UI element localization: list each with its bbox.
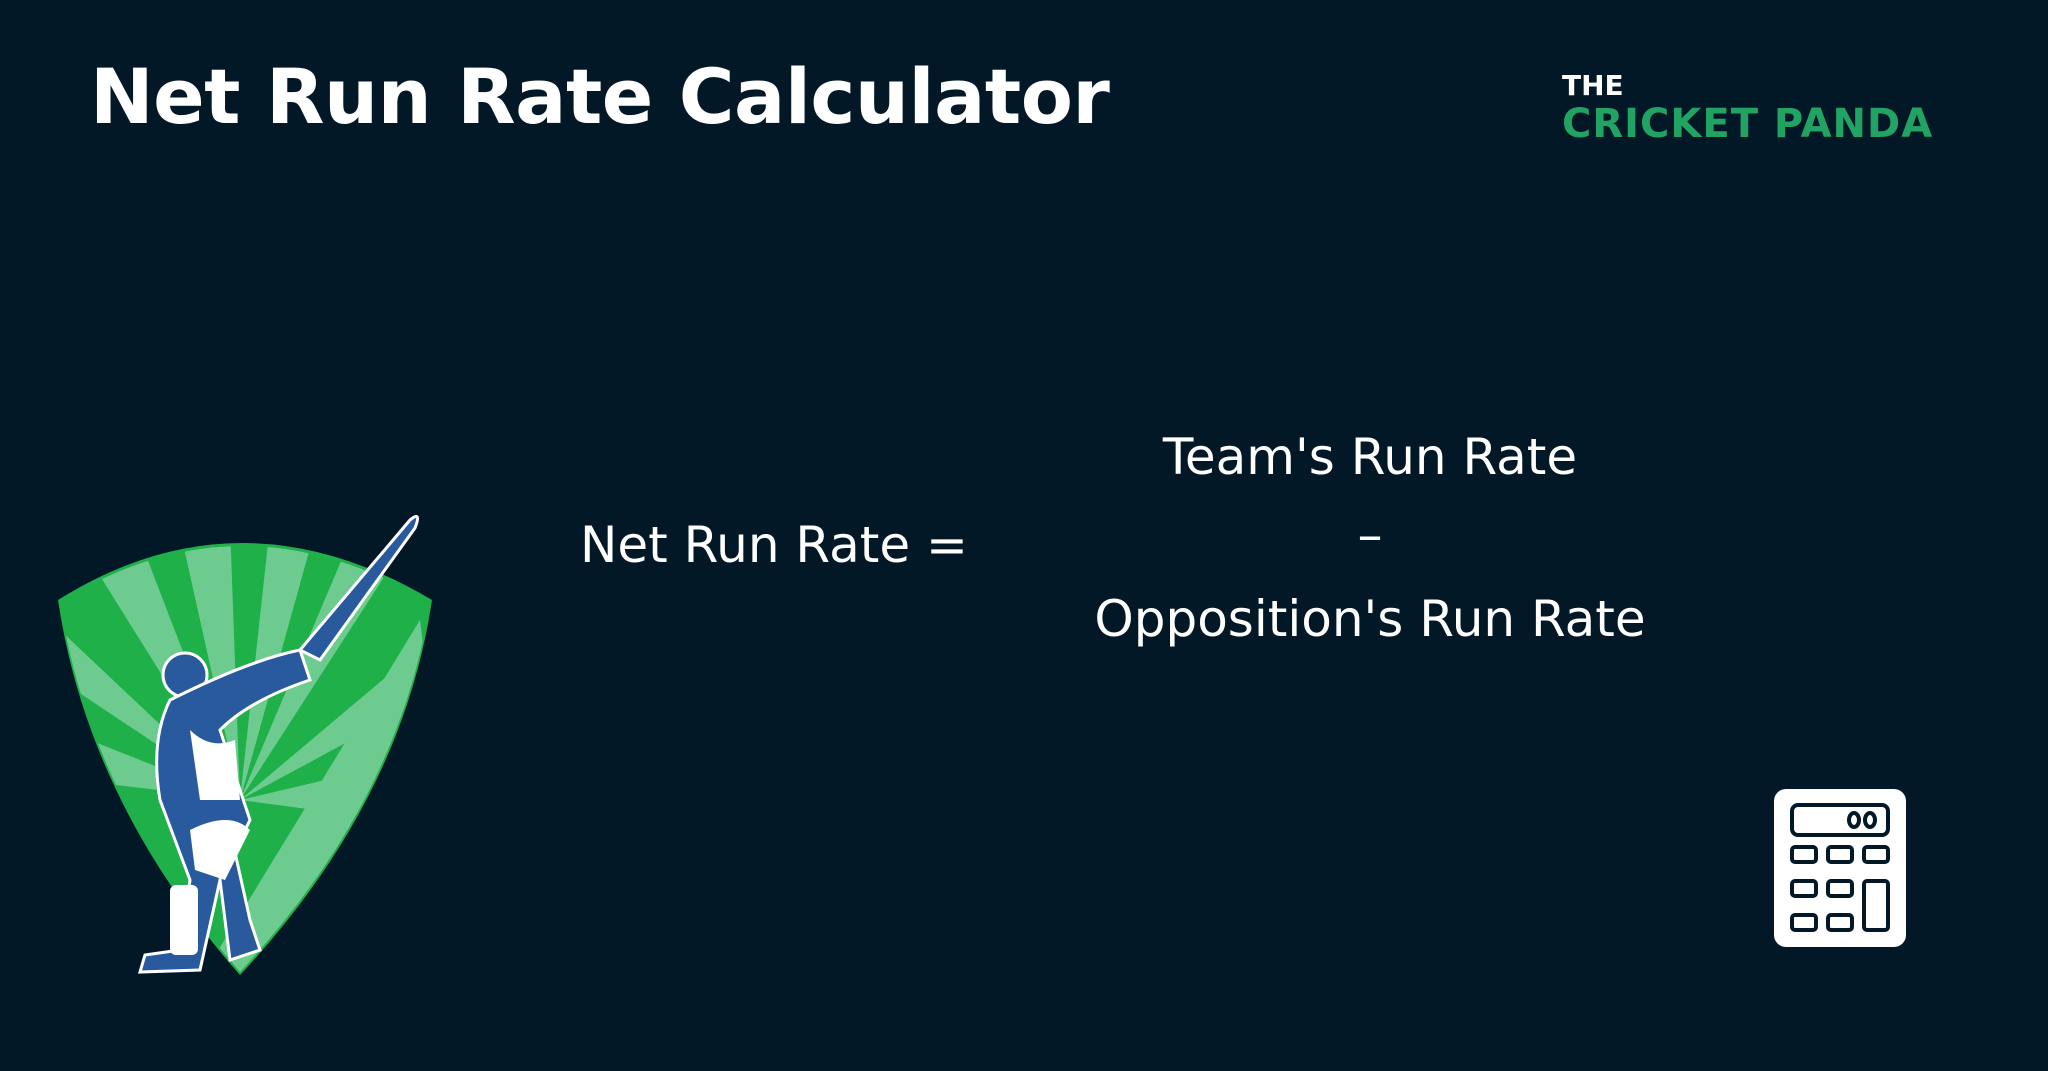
logo-line-1: THE [1562,69,1624,102]
cricket-batsman-shield-icon [58,514,432,975]
batsman [137,514,420,974]
formula-operator: – [1357,506,1383,564]
formula-lhs: Net Run Rate = [580,516,968,574]
brand-logo: THE CRICKET PANDA [1562,69,1934,147]
formula-denominator: Opposition's Run Rate [1094,590,1646,648]
logo-line-2: CRICKET PANDA [1562,101,1934,147]
page-title: Net Run Rate Calculator [90,52,1110,141]
calculator-icon [1774,789,1906,947]
formula-numerator: Team's Run Rate [1162,428,1578,486]
